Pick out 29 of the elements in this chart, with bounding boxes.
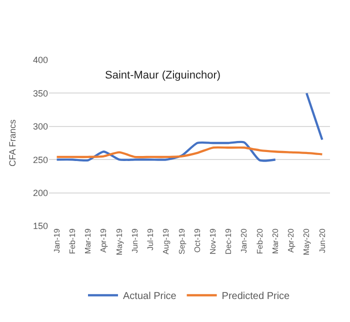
y-axis-title: CFA Francs (7, 118, 18, 167)
x-tick-label: Apr-19 (99, 228, 108, 253)
x-tick-label: Jun-20 (318, 228, 327, 254)
y-tick-label: 350 (32, 88, 48, 98)
x-tick-label: Jun-19 (130, 228, 140, 254)
x-tick-label: Jan-19 (52, 228, 62, 254)
x-tick-label: Jan-20 (240, 228, 249, 254)
x-tick-label: Feb-20 (255, 228, 264, 254)
x-tick-label: Oct-19 (192, 228, 202, 253)
x-tick-label: Jul-19 (146, 228, 156, 250)
x-tick-label: Dec-19 (224, 228, 234, 254)
x-tick-label: Feb-19 (68, 228, 78, 254)
line-series (56, 146, 324, 158)
y-tick-label: 200 (32, 188, 48, 198)
y-tick-label: 150 (32, 221, 48, 232)
x-tick-label: Nov-19 (208, 228, 218, 254)
x-tick-label: Sep-19 (177, 228, 186, 254)
x-tick-label: Mar-19 (84, 228, 93, 254)
x-tick-label: Apr-20 (286, 228, 296, 253)
legend-label: Actual Price (123, 291, 177, 302)
y-tick-label: 300 (32, 122, 48, 132)
y-tick-label: 250 (32, 154, 48, 165)
text: Saint-Maur (Ziguinchor) (105, 70, 221, 82)
legend-label: Predicted Price (222, 291, 290, 302)
x-tick-label: Aug-19 (162, 228, 171, 254)
x-tick-label: May-20 (302, 228, 312, 256)
x-tick-label: Mar-20 (270, 228, 280, 254)
y-tick-label: 400 (32, 55, 48, 66)
x-tick-label: May-19 (114, 228, 124, 256)
